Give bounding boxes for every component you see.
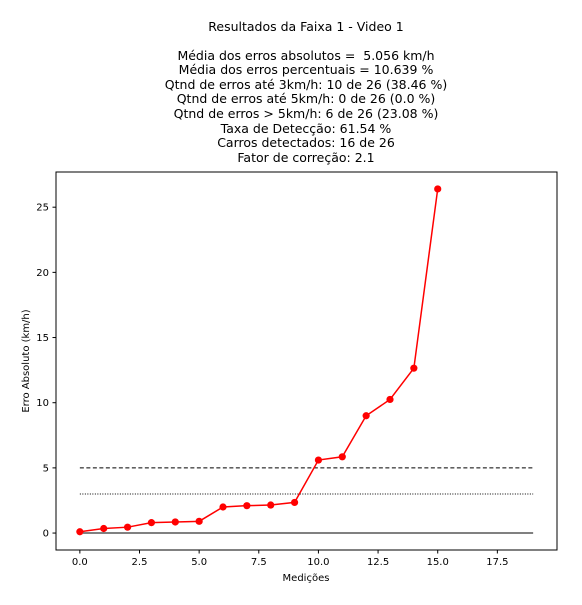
x-tick-label: 2.5 <box>132 557 148 568</box>
stats-line: Média dos erros percentuais = 10.639 % <box>178 62 434 78</box>
x-tick-label: 10.0 <box>307 557 329 568</box>
series-layer <box>76 185 442 536</box>
data-point <box>434 185 442 193</box>
stats-line: Qtnd de erros até 5km/h: 0 de 26 (0.0 %) <box>176 91 436 107</box>
data-point <box>171 518 179 526</box>
data-point <box>100 524 108 533</box>
y-axis-ticks: 0 5 10 15 20 25 <box>36 203 56 540</box>
y-tick-label: 25 <box>36 203 49 214</box>
x-tick-label: 5.0 <box>191 557 207 568</box>
stats-lines: Média dos erros absolutos = 5.056 km/h Mé… <box>0 47 582 166</box>
y-tick-label: 10 <box>36 398 49 409</box>
stats-line: Qtnd de erros > 5km/h: 6 de 26 (23.08 %) <box>173 105 439 121</box>
y-tick-label: 0 <box>43 529 49 540</box>
chart-title-block: Resultados da Faixa 1 - Video 1 Média do… <box>0 19 582 166</box>
y-axis-label: Erro Absoluto (km/h) <box>21 309 32 412</box>
data-point <box>290 498 299 507</box>
x-tick-label: 0.0 <box>72 557 88 568</box>
data-point <box>386 395 394 404</box>
stats-line: Carros detectados: 16 de 26 <box>217 135 395 151</box>
data-point <box>219 503 227 511</box>
data-point <box>314 456 323 464</box>
data-point <box>76 528 84 536</box>
data-point <box>410 364 418 372</box>
stats-line: Fator de correção: 2.1 <box>237 149 375 165</box>
x-axis-ticks: 0.0 2.5 5.0 7.5 10.0 12.5 15.0 17.5 <box>72 550 508 568</box>
reference-lines <box>79 467 534 534</box>
y-tick-label: 15 <box>36 333 49 344</box>
y-tick-label: 5 <box>43 463 49 474</box>
stats-line: Qtnd de erros até 3km/h: 10 de 26 (38.46… <box>164 76 448 92</box>
stats-line: Média dos erros absolutos = 5.056 km/h <box>177 47 435 63</box>
series-line <box>79 188 439 533</box>
data-point <box>147 519 156 527</box>
data-point <box>243 502 251 510</box>
x-tick-label: 17.5 <box>486 557 508 568</box>
data-point <box>338 453 346 461</box>
y-tick-label: 20 <box>36 268 49 279</box>
x-axis-label: Medições <box>283 573 330 584</box>
data-point <box>362 412 370 420</box>
plot-frame <box>55 171 558 551</box>
x-tick-label: 12.5 <box>367 557 389 568</box>
data-point <box>123 523 132 531</box>
chart-title: Resultados da Faixa 1 - Video 1 <box>208 19 404 34</box>
stats-line: Taxa de Detecção: 61.54 % <box>220 120 392 136</box>
data-point <box>267 501 275 509</box>
data-point <box>195 517 203 525</box>
x-tick-label: 15.0 <box>427 557 449 568</box>
x-tick-label: 7.5 <box>251 557 267 568</box>
